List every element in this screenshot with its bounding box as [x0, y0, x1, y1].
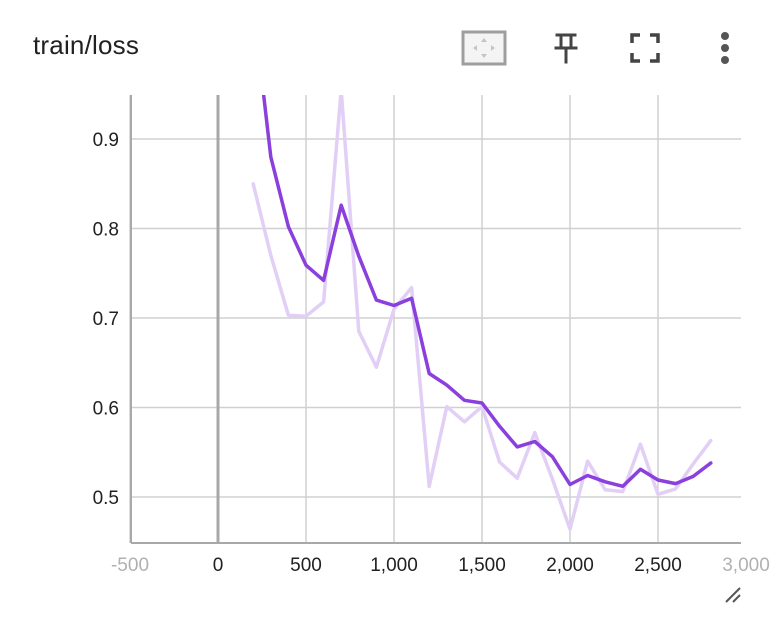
series-layer — [251, 95, 713, 531]
x-tick-label: 1,000 — [370, 555, 418, 576]
y-tick-label: 0.8 — [93, 220, 119, 241]
series-line-smoothed — [261, 95, 713, 489]
fit-domain-button[interactable] — [461, 26, 507, 70]
x-tick-label: 500 — [290, 555, 322, 576]
x-tick-label: -500 — [111, 555, 149, 576]
card-title: train/loss — [33, 30, 140, 60]
pin-icon — [553, 32, 579, 64]
y-tick-label: 0.5 — [93, 488, 119, 509]
y-tick-label: 0.7 — [93, 309, 119, 330]
series-line-raw — [251, 95, 713, 531]
axes — [130, 95, 741, 544]
fullscreen-icon — [630, 33, 660, 63]
x-tick-label: 3,000 — [722, 555, 770, 576]
y-tick-label: 0.9 — [93, 130, 119, 151]
x-axis-labels: -500 0 500 1,000 1,500 2,000 2,500 3,000 — [111, 555, 770, 576]
x-tick-label: 1,500 — [458, 555, 506, 576]
fit-domain-icon — [461, 30, 507, 66]
more-options-button[interactable] — [702, 26, 748, 70]
x-tick-label: 0 — [213, 555, 224, 576]
y-axis-labels: 0.5 0.6 0.7 0.8 0.9 — [93, 130, 119, 509]
resize-handle-icon[interactable] — [722, 584, 742, 604]
y-tick-label: 0.6 — [93, 399, 119, 420]
x-tick-label: 2,500 — [634, 555, 682, 576]
pin-button[interactable] — [543, 26, 589, 70]
x-tick-label: 2,000 — [546, 555, 594, 576]
fullscreen-button[interactable] — [622, 26, 668, 70]
more-vert-icon — [720, 31, 730, 65]
